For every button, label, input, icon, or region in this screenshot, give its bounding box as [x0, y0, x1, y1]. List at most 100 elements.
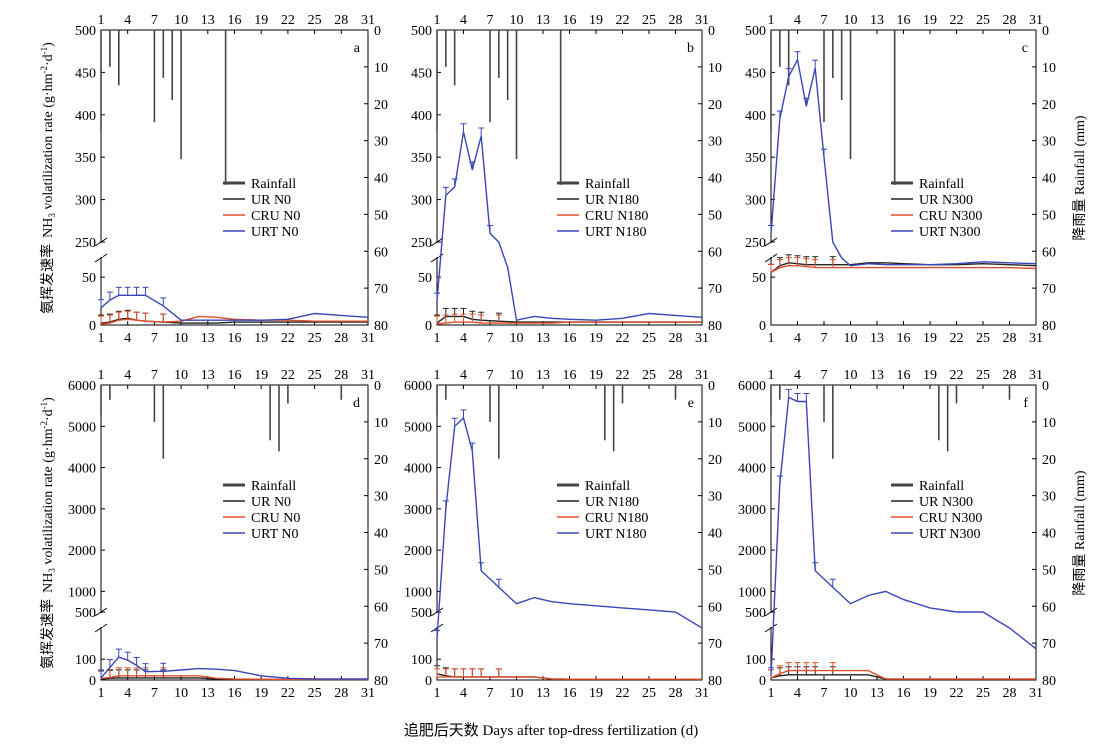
- x-tick-label-top: 31: [361, 13, 375, 28]
- x-tick-label: 10: [174, 686, 188, 701]
- x-tick-label: 1: [434, 331, 441, 346]
- rain-tick-label: 30: [1042, 490, 1056, 505]
- legend-label: UR N0: [251, 193, 291, 208]
- y-tick-label: 2000: [404, 544, 432, 559]
- legend-label: UR N300: [919, 193, 973, 208]
- x-tick-label: 13: [201, 686, 215, 701]
- x-tick-label: 25: [976, 331, 990, 346]
- y-tick-label: 100: [411, 653, 432, 668]
- x-tick-label-top: 10: [510, 368, 524, 383]
- y-tick-label: 5000: [738, 420, 766, 435]
- y-tick-label: 350: [411, 151, 432, 166]
- legend-label: CRU N300: [919, 511, 982, 526]
- panel-b: 1 1 4 4 7 7 10 10 13 13 16 16 19 19 22 22 25 25 28 28 31 31 25…: [411, 13, 722, 346]
- x-tick-label: 22: [950, 331, 964, 346]
- x-tick-label: 25: [308, 331, 322, 346]
- y-axis-label-left-top: 氨挥发速率NH3 volatilization rate (g·hm-2·d-1…: [39, 42, 57, 314]
- axis-break-gap: [770, 613, 773, 627]
- x-tick-label-top: 16: [228, 368, 242, 383]
- rain-tick-label: 70: [1042, 637, 1056, 652]
- series-line-cru: [770, 669, 1036, 680]
- y-axis-label-right-top: 降雨量 Rainfall (mm): [1072, 115, 1088, 241]
- x-tick-label-top: 1: [98, 368, 105, 383]
- series-line-urt: [770, 396, 1037, 676]
- x-tick-label: 28: [334, 686, 348, 701]
- x-tick-label: 19: [589, 331, 603, 346]
- rain-tick-label: 0: [1042, 379, 1049, 394]
- rain-tick-label: 30: [374, 135, 388, 150]
- rain-tick-label: 10: [374, 61, 388, 76]
- y-tick-label: 450: [745, 66, 766, 81]
- x-tick-label: 31: [695, 331, 709, 346]
- x-tick-label-top: 28: [1003, 368, 1017, 383]
- series-line-cru: [437, 676, 702, 680]
- x-tick-label-top: 31: [361, 368, 375, 383]
- rain-tick-label: 80: [374, 319, 388, 334]
- rain-tick-label: 80: [374, 674, 388, 689]
- y-tick-label: 3000: [738, 503, 766, 518]
- x-tick-label-top: 13: [201, 13, 215, 28]
- x-tick-label: 1: [98, 331, 105, 346]
- legend-label: Rainfall: [585, 479, 630, 494]
- axis-break-gap: [100, 613, 103, 627]
- x-tick-label-top: 25: [976, 13, 990, 28]
- x-tick-label: 16: [563, 686, 577, 701]
- rain-tick-label: 60: [1042, 245, 1056, 260]
- x-tick-label: 25: [976, 686, 990, 701]
- x-tick-label: 16: [897, 331, 911, 346]
- x-tick-label-top: 16: [897, 368, 911, 383]
- legend-label: Rainfall: [251, 177, 296, 192]
- y-tick-label: 6000: [404, 379, 432, 394]
- panel-f: 1 1 4 4 7 7 10 10 13 13 16 16 19 19 22 22 25 25 28 28 31 31 50…: [738, 368, 1056, 701]
- series-line-urt: [436, 131, 703, 322]
- x-tick-label-top: 7: [821, 13, 828, 28]
- x-tick-label: 22: [950, 686, 964, 701]
- y-axis-label-left-bottom: 氨挥发速率NH3 volatilization rate (g·hm-2·d-1…: [39, 397, 57, 669]
- rain-tick-label: 40: [1042, 527, 1056, 542]
- x-tick-label: 4: [460, 686, 467, 701]
- y-tick-label: 4000: [68, 462, 96, 477]
- rain-tick-label: 40: [1042, 172, 1056, 187]
- series-line-cru: [436, 321, 702, 325]
- y-tick-label: 300: [745, 194, 766, 209]
- x-tick-label-top: 31: [1029, 13, 1043, 28]
- x-tick-label-top: 31: [695, 368, 709, 383]
- y-tick-label: 400: [75, 109, 96, 124]
- rain-tick-label: 50: [1042, 563, 1056, 578]
- panel-letter: e: [688, 396, 694, 411]
- x-tick-label-top: 7: [151, 368, 158, 383]
- x-tick-label: 19: [923, 686, 937, 701]
- rain-tick-label: 20: [1042, 98, 1056, 113]
- rain-tick-label: 30: [708, 135, 722, 150]
- rain-tick-label: 70: [708, 282, 722, 297]
- x-tick-label: 19: [923, 331, 937, 346]
- y-tick-label: 500: [411, 24, 432, 39]
- x-tick-label: 13: [536, 331, 550, 346]
- y-tick-label: 1000: [404, 585, 432, 600]
- y-label-zh: 氨挥发速率: [39, 244, 56, 314]
- x-tick-label: 31: [1029, 686, 1043, 701]
- rain-tick-label: 20: [374, 98, 388, 113]
- x-tick-label-top: 16: [563, 13, 577, 28]
- x-tick-label-top: 31: [1029, 368, 1043, 383]
- x-tick-label: 16: [228, 331, 242, 346]
- x-tick-label-top: 25: [642, 13, 656, 28]
- y-tick-label: 3000: [68, 503, 96, 518]
- x-tick-label: 7: [151, 331, 158, 346]
- x-tick-label: 31: [361, 331, 375, 346]
- y-tick-label: 500: [75, 606, 96, 621]
- x-tick-label: 1: [434, 686, 441, 701]
- x-tick-label-top: 22: [281, 13, 295, 28]
- x-tick-label-top: 4: [460, 13, 467, 28]
- axis-break-mark: [94, 253, 108, 263]
- x-tick-label-top: 19: [923, 13, 937, 28]
- x-tick-label: 31: [695, 686, 709, 701]
- x-tick-label: 22: [281, 686, 295, 701]
- x-tick-label: 13: [870, 331, 884, 346]
- rain-tick-label: 0: [374, 379, 381, 394]
- y-tick-label: 0: [89, 319, 96, 334]
- x-tick-label: 16: [228, 686, 242, 701]
- x-tick-label: 1: [98, 686, 105, 701]
- x-tick-label-top: 25: [976, 368, 990, 383]
- x-tick-label: 28: [1003, 686, 1017, 701]
